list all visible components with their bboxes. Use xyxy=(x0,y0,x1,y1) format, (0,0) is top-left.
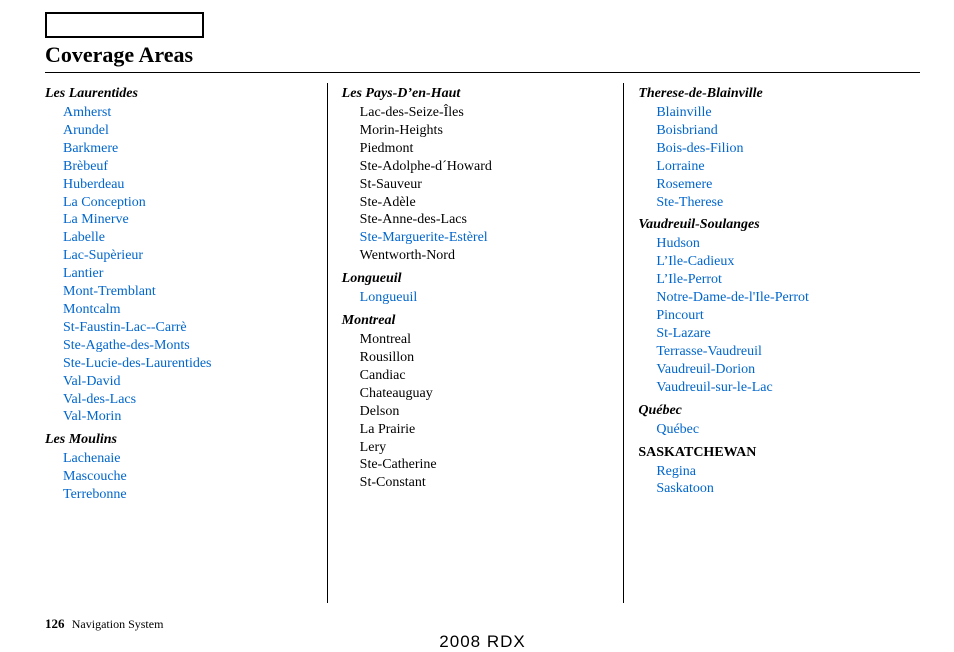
list-item[interactable]: Arundel xyxy=(63,122,313,140)
list-item[interactable]: Rosemere xyxy=(656,176,906,194)
list-item[interactable]: L’Ile-Perrot xyxy=(656,271,906,289)
columns: Les Laurentides AmherstArundelBarkmereBrè… xyxy=(45,83,920,603)
list-item[interactable]: Labelle xyxy=(63,229,313,247)
section-header: SASKATCHEWAN xyxy=(638,445,906,461)
list-item: Wentworth-Nord xyxy=(360,247,610,265)
section-header: Therese-de-Blainville xyxy=(638,86,906,102)
list-item[interactable]: Boisbriand xyxy=(656,122,906,140)
title-rule xyxy=(45,72,920,73)
section-items: LachenaieMascoucheTerrebonne xyxy=(63,450,313,504)
list-item: Morin-Heights xyxy=(360,122,610,140)
list-item[interactable]: Brèbeuf xyxy=(63,158,313,176)
footer-page-number: 126 xyxy=(45,616,65,631)
list-item[interactable]: Lachenaie xyxy=(63,450,313,468)
section-header: Vaudreuil-Soulanges xyxy=(638,217,906,233)
list-item[interactable]: Barkmere xyxy=(63,140,313,158)
section-items: BlainvilleBoisbriandBois-des-FilionLorra… xyxy=(656,104,906,211)
section-header: Montreal xyxy=(342,313,610,329)
list-item[interactable]: Mascouche xyxy=(63,468,313,486)
list-item: Lac-des-Seize-Îles xyxy=(360,104,610,122)
list-item: Lery xyxy=(360,439,610,457)
list-item[interactable]: La Minerve xyxy=(63,211,313,229)
list-item[interactable]: Lantier xyxy=(63,265,313,283)
section-items: Longueuil xyxy=(360,289,610,307)
list-item[interactable]: Ste-Agathe-des-Monts xyxy=(63,337,313,355)
list-item: La Prairie xyxy=(360,421,610,439)
list-item[interactable]: Mont-Tremblant xyxy=(63,283,313,301)
list-item[interactable]: Montcalm xyxy=(63,301,313,319)
section-header: Les Pays-D’en-Haut xyxy=(342,86,610,102)
list-item: Ste-Anne-des-Lacs xyxy=(360,211,610,229)
list-item[interactable]: La Conception xyxy=(63,194,313,212)
list-item[interactable]: Lorraine xyxy=(656,158,906,176)
list-item: Candiac xyxy=(360,367,610,385)
section-header: Les Laurentides xyxy=(45,86,313,102)
page-title: Coverage Areas xyxy=(45,42,920,68)
list-item: Piedmont xyxy=(360,140,610,158)
page: Coverage Areas Les Laurentides AmherstAru… xyxy=(0,0,954,652)
list-item[interactable]: Ste-Therese xyxy=(656,194,906,212)
list-item[interactable]: Vaudreuil-sur-le-Lac xyxy=(656,379,906,397)
list-item[interactable]: St-Faustin-Lac--Carrè xyxy=(63,319,313,337)
list-item: Rousillon xyxy=(360,349,610,367)
list-item[interactable]: Pincourt xyxy=(656,307,906,325)
section-header: Les Moulins xyxy=(45,432,313,448)
section-header: Québec xyxy=(638,403,906,419)
column-1: Les Laurentides AmherstArundelBarkmereBrè… xyxy=(45,83,328,603)
list-item[interactable]: Huberdeau xyxy=(63,176,313,194)
list-item[interactable]: Saskatoon xyxy=(656,480,906,498)
footer-label: Navigation System xyxy=(72,617,164,631)
list-item[interactable]: Notre-Dame-de-l'Ile-Perrot xyxy=(656,289,906,307)
list-item[interactable]: Longueuil xyxy=(360,289,610,307)
list-item[interactable]: Vaudreuil-Dorion xyxy=(656,361,906,379)
list-item: Ste-Adolphe-d´Howard xyxy=(360,158,610,176)
list-item[interactable]: Lac-Supèrieur xyxy=(63,247,313,265)
list-item[interactable]: Amherst xyxy=(63,104,313,122)
list-item: Ste-Adèle xyxy=(360,194,610,212)
section-items: ReginaSaskatoon xyxy=(656,463,906,499)
list-item[interactable]: Val-Morin xyxy=(63,408,313,426)
list-item[interactable]: Ste-Lucie-des-Laurentides xyxy=(63,355,313,373)
top-border-box xyxy=(45,12,204,38)
footer: 126 Navigation System 2008 RDX xyxy=(45,616,920,632)
list-item[interactable]: Hudson xyxy=(656,235,906,253)
section-items: Lac-des-Seize-ÎlesMorin-HeightsPiedmontS… xyxy=(360,104,610,265)
section-items: Québec xyxy=(656,421,906,439)
list-item[interactable]: Terrasse-Vaudreuil xyxy=(656,343,906,361)
list-item[interactable]: Val-David xyxy=(63,373,313,391)
column-3: Therese-de-Blainville BlainvilleBoisbrian… xyxy=(624,83,920,603)
list-item[interactable]: St-Lazare xyxy=(656,325,906,343)
section-header: Longueuil xyxy=(342,271,610,287)
footer-center: 2008 RDX xyxy=(45,632,920,652)
list-item: St-Constant xyxy=(360,474,610,492)
list-item[interactable]: Blainville xyxy=(656,104,906,122)
list-item[interactable]: Québec xyxy=(656,421,906,439)
list-item[interactable]: Val-des-Lacs xyxy=(63,391,313,409)
list-item[interactable]: Regina xyxy=(656,463,906,481)
section-items: AmherstArundelBarkmereBrèbeufHuberdeauLa… xyxy=(63,104,313,426)
list-item[interactable]: L’Ile-Cadieux xyxy=(656,253,906,271)
list-item[interactable]: Bois-des-Filion xyxy=(656,140,906,158)
list-item: St-Sauveur xyxy=(360,176,610,194)
section-items: MontrealRousillonCandiacChateauguayDelso… xyxy=(360,331,610,492)
list-item: Montreal xyxy=(360,331,610,349)
column-2: Les Pays-D’en-Haut Lac-des-Seize-ÎlesMori… xyxy=(328,83,625,603)
list-item[interactable]: Terrebonne xyxy=(63,486,313,504)
list-item: Chateauguay xyxy=(360,385,610,403)
list-item: Delson xyxy=(360,403,610,421)
list-item: Ste-Catherine xyxy=(360,456,610,474)
list-item[interactable]: Ste-Marguerite-Estèrel xyxy=(360,229,610,247)
section-items: HudsonL’Ile-CadieuxL’Ile-PerrotNotre-Dam… xyxy=(656,235,906,396)
